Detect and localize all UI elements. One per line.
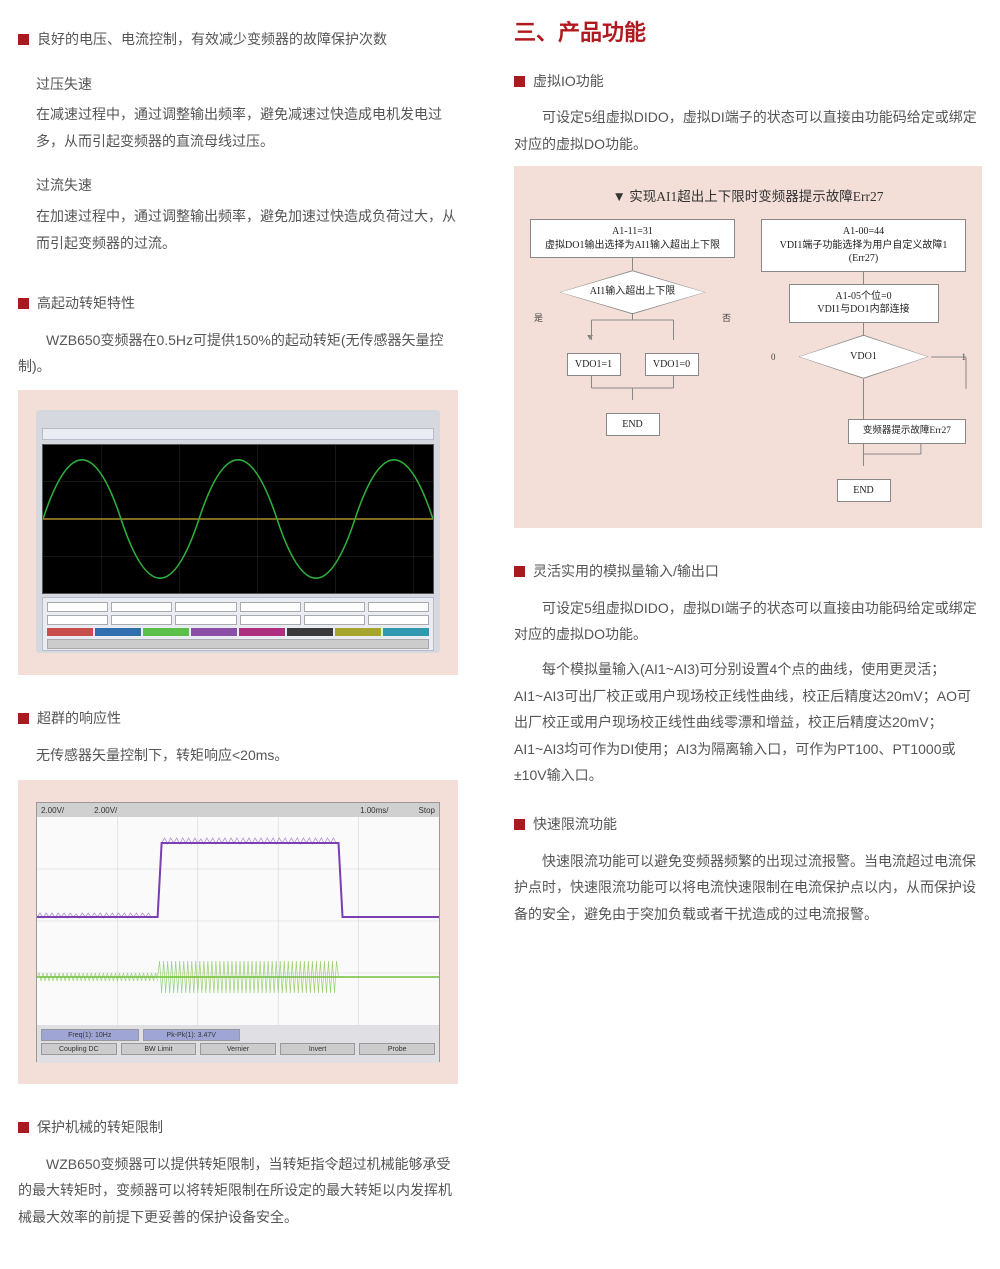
right-column: 三、产品功能 虚拟IO功能 可设定5组虚拟DIDO，虚拟DI端子的状态可以直接由… [514,12,982,1239]
body-fastlimit: 快速限流功能可以避免变频器频繁的出现过流报警。当电流超过电流保护点时，快速限流功… [514,848,982,928]
scope2-btn: Invert [280,1043,356,1055]
flowchart-title: ▼ 实现AI1超出上下限时变频器提示故障Err27 [530,184,966,210]
scope-color-bar [47,628,429,636]
flow-label-1: 1 [962,349,967,366]
heading-text: 灵活实用的模拟量输入/输出口 [533,558,719,585]
section-heading-response: 超群的响应性 [18,705,458,732]
heading-text: 超群的响应性 [37,705,121,732]
scope-control-row [47,602,429,612]
square-bullet-icon [514,76,525,87]
main-heading: 三、产品功能 [514,12,982,54]
scope2-btn: Probe [359,1043,435,1055]
purple-trace [37,843,439,917]
heading-text: 虚拟IO功能 [533,68,604,95]
flow-box-err: 变频器提示故障Err27 [848,419,966,444]
scope2-btn: BW Limit [121,1043,197,1055]
body-overvoltage: 在减速过程中，通过调整输出频率，避免减速过快造成电机发电过多，从而引起变频器的直… [36,101,458,154]
scope2-controls: Freq(1): 10Hz Pk-Pk(1): 3.47V Coupling D… [37,1025,439,1063]
scope2-btn: Vernier [200,1043,276,1055]
square-bullet-icon [514,819,525,830]
left-column: 良好的电压、电流控制，有效减少变频器的故障保护次数 过压失速 在减速过程中，通过… [18,12,458,1239]
heading-text: 良好的电压、电流控制，有效减少变频器的故障保护次数 [37,26,387,53]
scope2-label: 2.00V/ [41,803,64,818]
flow-diamond-text: VDO1 [799,335,929,379]
two-column-layout: 良好的电压、电流控制，有效减少变频器的故障保护次数 过压失速 在减速过程中，通过… [18,12,982,1239]
scope2-label: 1.00ms/ [360,803,388,818]
heading-text: 保护机械的转矩限制 [37,1114,163,1141]
scope-control-row [47,615,429,625]
scope-controls [42,597,434,651]
flow-connector [761,379,966,409]
flowchart-area: A1-11=31 虚拟DO1输出选择为AI1输入超出上下限 AI1输入超出上下限… [530,219,966,502]
flow-end: END [837,479,891,503]
flow-right: A1-00=44 VDI1端子功能选择为用户自定义故障1 (Err27) A1-… [761,219,966,502]
scope2-measure: Freq(1): 10Hz [41,1029,139,1041]
flow-diamond-wrap: AI1输入超出上下限 是 否 [530,270,735,314]
body-vio: 可设定5组虚拟DIDO，虚拟DI端子的状态可以直接由功能码给定或绑定对应的虚拟D… [514,104,982,157]
flow-label-no: 否 [722,310,731,327]
square-bullet-icon [18,34,29,45]
body-analog-2: 每个模拟量输入(AI1~AI3)可分别设置4个点的曲线，使用更灵活；AI1~AI… [514,656,982,789]
flow-connector [530,314,735,342]
square-bullet-icon [18,298,29,309]
section-heading-limit: 保护机械的转矩限制 [18,1114,458,1141]
section-heading-torque: 高起动转矩特性 [18,290,458,317]
section-heading-fastlimit: 快速限流功能 [514,811,982,838]
flow-diamond-wrap: VDO1 0 1 [761,335,966,379]
subheading-overvoltage: 过压失速 [36,71,458,98]
scope2-measure-row: Freq(1): 10Hz Pk-Pk(1): 3.47V [41,1029,435,1041]
flow-label-yes: 是 [534,310,543,327]
scope2-screen [37,817,439,1025]
subheading-overcurrent: 过流失速 [36,172,458,199]
square-bullet-icon [18,713,29,724]
heading-text: 高起动转矩特性 [37,290,135,317]
scope-window [36,410,440,653]
figure-oscilloscope-sine [18,390,458,675]
scope-menubar [42,428,434,440]
figure-flowchart: ▼ 实现AI1超出上下限时变频器提示故障Err27 A1-11=31 虚拟DO1… [514,166,982,529]
flow-end: END [606,413,660,437]
flow-connector [530,376,735,402]
scope-svg [43,445,433,593]
body-analog-1: 可设定5组虚拟DIDO，虚拟DI端子的状态可以直接由功能码给定或绑定对应的虚拟D… [514,595,982,648]
section-heading-vio: 虚拟IO功能 [514,68,982,95]
scope2-btn: Coupling DC [41,1043,117,1055]
scope2-label: Stop [419,803,435,818]
scope2-measure: Pk-Pk(1): 3.47V [143,1029,241,1041]
section-heading-analog: 灵活实用的模拟量输入/输出口 [514,558,982,585]
scope2-button-row: Coupling DC BW Limit Vernier Invert Prob… [41,1043,435,1055]
flow-box: A1-05个位=0 VDI1与DO1内部连接 [789,284,939,323]
scope-screen [42,444,434,594]
body-response: 无传感器矢量控制下，转矩响应<20ms。 [36,742,458,769]
flow-left: A1-11=31 虚拟DO1输出选择为AI1输入超出上下限 AI1输入超出上下限… [530,219,735,502]
flow-diamond-text: AI1输入超出上下限 [560,270,706,314]
flow-box: A1-00=44 VDI1端子功能选择为用户自定义故障1 (Err27) [761,219,966,272]
scope2-svg [37,817,439,1025]
body-limit: WZB650变频器可以提供转矩限制，当转矩指令超过机械能够承受的最大转矩时，变频… [18,1151,458,1231]
section-heading-voltage: 良好的电压、电流控制，有效减少变频器的故障保护次数 [18,26,458,53]
flow-label-0: 0 [771,349,776,366]
flow-connector [761,444,966,468]
flow-box: A1-11=31 虚拟DO1输出选择为AI1输入超出上下限 [530,219,735,258]
flow-box: VDO1=0 [645,353,699,377]
flow-row: VDO1=1 VDO1=0 [530,353,735,377]
body-torque: WZB650变频器在0.5Hz可提供150%的起动转矩(无传感器矢量控制)。 [18,327,458,380]
square-bullet-icon [514,566,525,577]
body-overcurrent: 在加速过程中，通过调整输出频率，避免加速过快造成负荷过大，从而引起变频器的过流。 [36,203,458,256]
figure-step-response: 2.00V/ 2.00V/ 1.00ms/ Stop [18,780,458,1084]
scope2-topbar: 2.00V/ 2.00V/ 1.00ms/ Stop [37,803,439,817]
heading-text: 快速限流功能 [533,811,617,838]
square-bullet-icon [18,1122,29,1133]
flow-box: VDO1=1 [567,353,621,377]
scope2-window: 2.00V/ 2.00V/ 1.00ms/ Stop [36,802,440,1062]
scope2-label: 2.00V/ [94,803,117,818]
